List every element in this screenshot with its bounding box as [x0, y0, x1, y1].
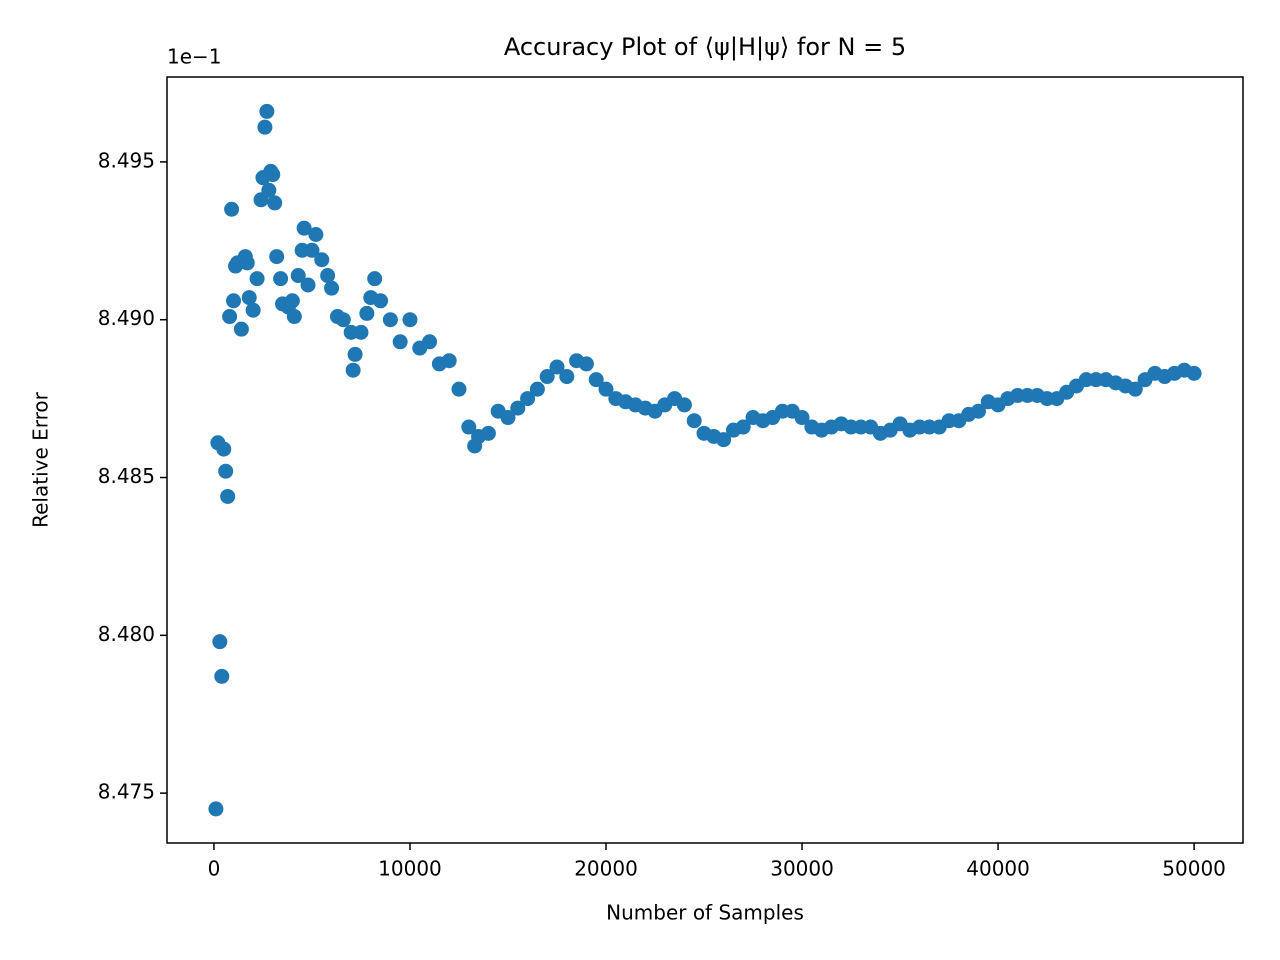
point [304, 242, 320, 258]
point [367, 271, 383, 287]
point [510, 400, 526, 416]
point [273, 271, 289, 287]
x-tick-label: 40000 [966, 857, 1030, 881]
point [308, 226, 324, 242]
point [422, 334, 438, 350]
point [269, 249, 285, 265]
point [588, 372, 604, 388]
point [1186, 365, 1202, 381]
point [451, 381, 467, 397]
point [345, 362, 361, 378]
point [578, 356, 594, 372]
point [500, 410, 516, 426]
chart-title: Accuracy Plot of ⟨ψ|H|ψ⟩ for N = 5 [504, 33, 906, 61]
x-tick-label: 0 [208, 857, 221, 881]
point [290, 268, 306, 284]
point [224, 201, 240, 217]
point [208, 801, 224, 817]
point [261, 182, 277, 198]
point [214, 668, 230, 684]
point [220, 488, 236, 504]
point [324, 280, 340, 296]
point [441, 353, 457, 369]
point [218, 463, 234, 479]
point [598, 381, 614, 397]
plot-frame [166, 76, 1244, 844]
x-tick-label: 30000 [770, 857, 834, 881]
point [549, 359, 565, 375]
point [480, 425, 496, 441]
point [284, 293, 300, 309]
point [300, 277, 316, 293]
point [559, 369, 575, 385]
point [233, 321, 249, 337]
point [320, 268, 336, 284]
point [359, 305, 375, 321]
x-tick-label: 50000 [1162, 857, 1226, 881]
point [382, 312, 398, 328]
point [461, 419, 477, 435]
point [539, 369, 555, 385]
point [686, 413, 702, 429]
point [794, 410, 810, 426]
point [259, 103, 275, 119]
y-tick-label: 8.480 [98, 622, 155, 646]
y-offset-label: 1e−1 [167, 45, 222, 69]
y-tick-label: 8.495 [98, 148, 155, 172]
point [529, 381, 545, 397]
point [239, 255, 255, 271]
x-tick-label: 10000 [378, 857, 442, 881]
y-tick-label: 8.490 [98, 306, 155, 330]
point [353, 324, 369, 340]
point [222, 309, 238, 325]
point [314, 252, 330, 268]
point [520, 391, 536, 407]
point [226, 293, 242, 309]
point [716, 432, 732, 448]
y-tick-label: 8.485 [98, 464, 155, 488]
point [267, 195, 283, 211]
x-tick-label: 20000 [574, 857, 638, 881]
x-axis-label: Number of Samples [606, 901, 804, 925]
point [970, 403, 986, 419]
point [245, 302, 261, 318]
point [212, 634, 228, 650]
point [257, 119, 273, 135]
point [241, 290, 257, 306]
point [402, 312, 418, 328]
point [249, 271, 265, 287]
point [347, 346, 363, 362]
point [335, 312, 351, 328]
point [286, 309, 302, 325]
y-axis-label: Relative Error [29, 391, 53, 528]
point [216, 441, 232, 457]
point [296, 220, 312, 236]
point [735, 419, 751, 435]
point [392, 334, 408, 350]
y-tick-label: 8.475 [98, 780, 155, 804]
point [265, 167, 281, 183]
point [676, 397, 692, 413]
point [373, 293, 389, 309]
point [1127, 381, 1143, 397]
